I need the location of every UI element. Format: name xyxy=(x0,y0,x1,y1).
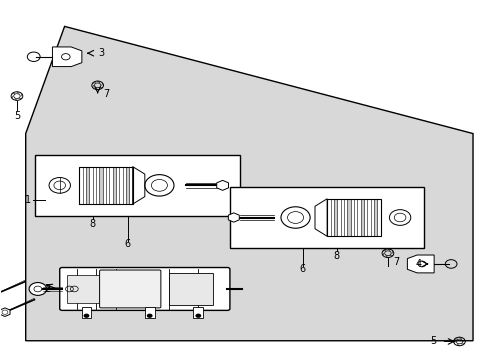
Polygon shape xyxy=(0,308,10,316)
Bar xyxy=(169,273,212,305)
Text: 2: 2 xyxy=(44,284,51,294)
FancyBboxPatch shape xyxy=(100,270,161,308)
FancyBboxPatch shape xyxy=(60,267,229,310)
Text: 3: 3 xyxy=(98,48,104,58)
Bar xyxy=(366,199,370,236)
Bar xyxy=(229,187,424,248)
Polygon shape xyxy=(26,26,472,341)
Bar xyxy=(360,199,363,236)
Bar xyxy=(193,307,203,318)
Bar xyxy=(333,199,337,236)
Text: 7: 7 xyxy=(392,257,399,267)
Text: 4: 4 xyxy=(415,259,421,269)
Text: 8: 8 xyxy=(89,219,96,229)
Circle shape xyxy=(146,314,152,318)
Bar xyxy=(35,155,239,216)
Text: 1: 1 xyxy=(25,195,31,204)
Bar xyxy=(144,307,154,318)
Bar xyxy=(99,167,102,204)
Bar xyxy=(92,167,96,204)
Polygon shape xyxy=(216,180,228,190)
Bar xyxy=(126,167,129,204)
Bar xyxy=(112,167,116,204)
Text: 5: 5 xyxy=(429,337,435,346)
Text: 7: 7 xyxy=(103,89,109,99)
Bar xyxy=(353,199,357,236)
Bar xyxy=(81,307,91,318)
Circle shape xyxy=(195,314,201,318)
Bar xyxy=(373,199,377,236)
Text: 6: 6 xyxy=(124,239,131,249)
Polygon shape xyxy=(407,255,433,273)
Bar xyxy=(79,167,82,204)
Circle shape xyxy=(83,314,89,318)
Text: 8: 8 xyxy=(333,251,339,261)
Bar xyxy=(340,199,343,236)
Polygon shape xyxy=(228,213,239,222)
Bar xyxy=(119,167,122,204)
Bar xyxy=(79,167,132,204)
Text: 5: 5 xyxy=(14,111,20,121)
Bar xyxy=(106,167,109,204)
Bar xyxy=(67,275,106,303)
Text: 6: 6 xyxy=(299,264,305,274)
Bar xyxy=(86,167,89,204)
Bar xyxy=(346,199,350,236)
Polygon shape xyxy=(52,47,81,67)
Bar xyxy=(326,199,380,236)
Circle shape xyxy=(29,283,46,296)
Bar xyxy=(326,199,330,236)
